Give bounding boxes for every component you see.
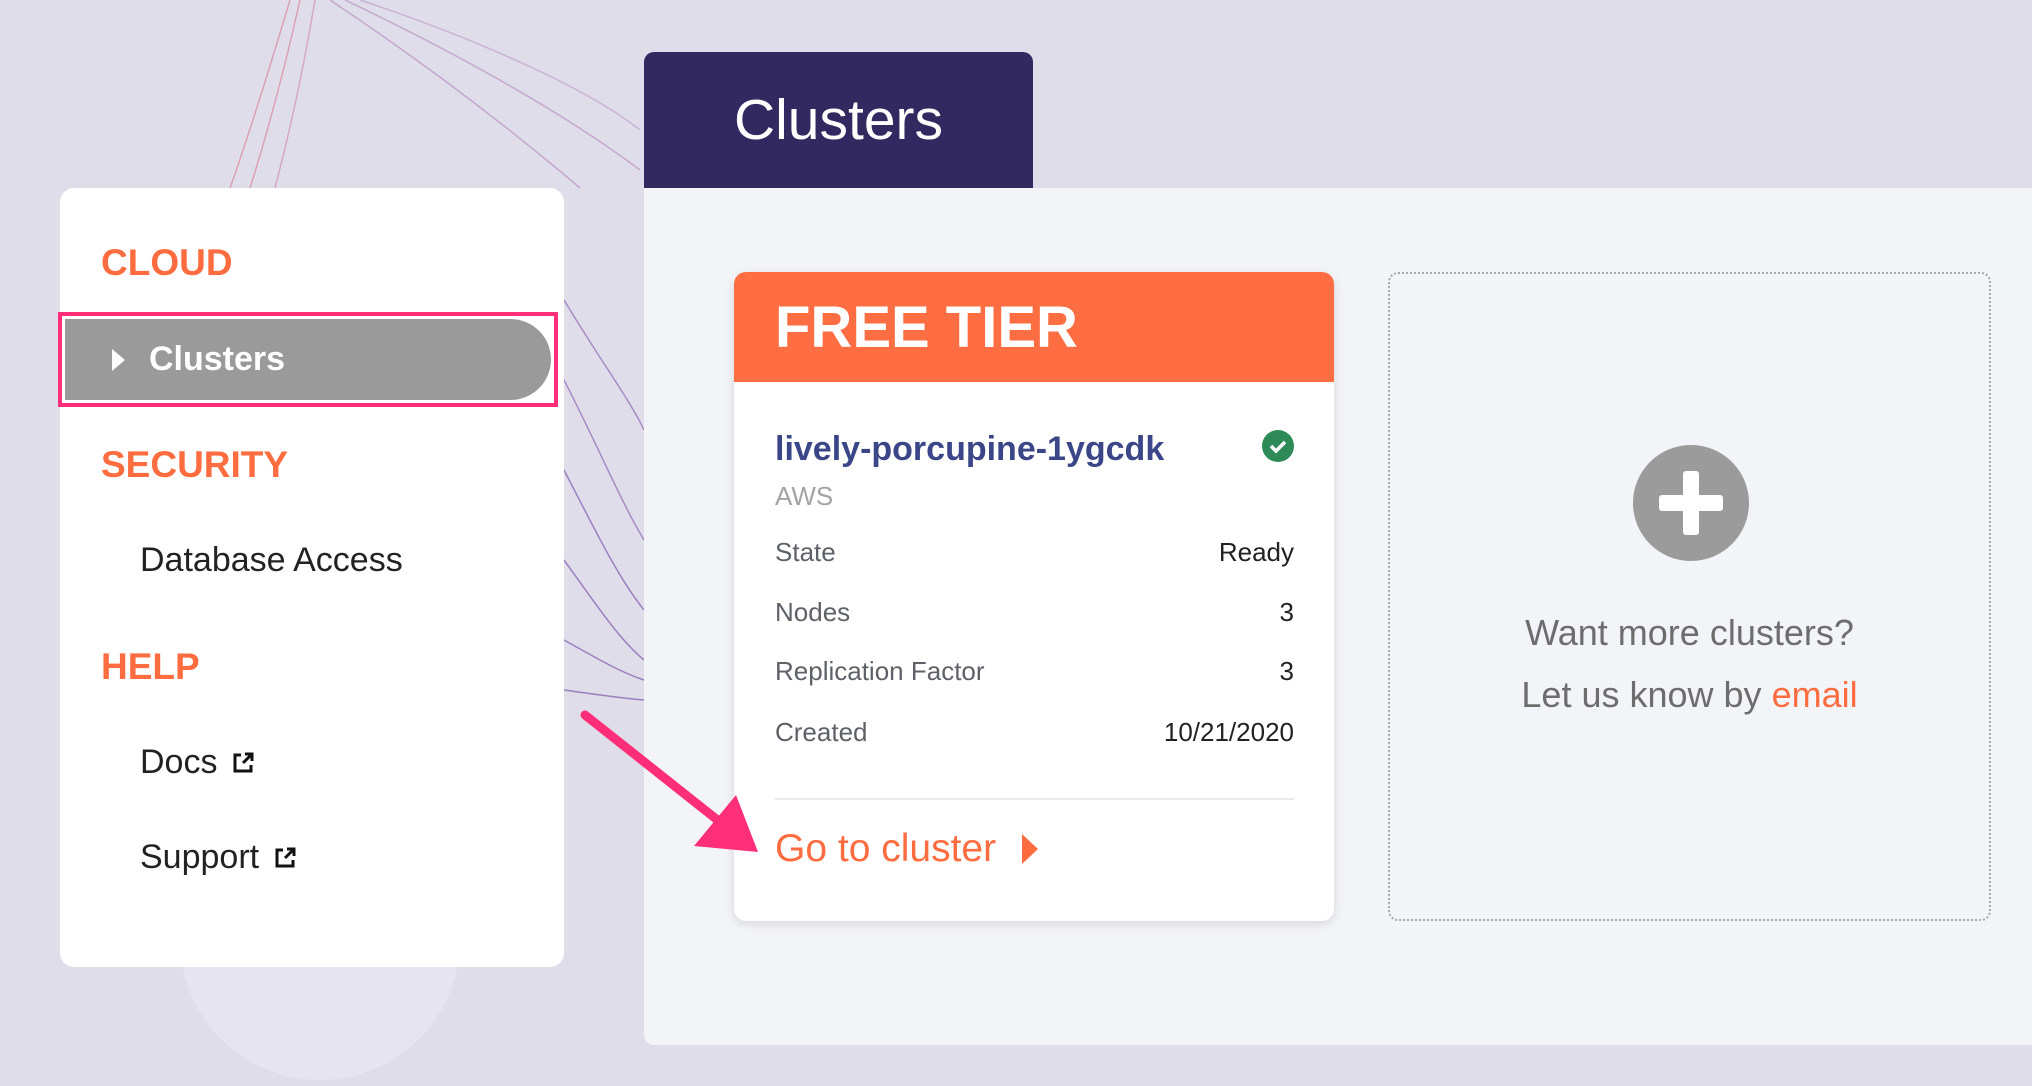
section-security: SECURITY — [101, 444, 289, 485]
row-nodes: Nodes 3 — [775, 597, 1294, 628]
sidebar-item-label: Docs — [140, 743, 218, 781]
contact-text: Let us know by — [1521, 674, 1762, 715]
section-help: HELP — [101, 646, 200, 687]
row-value: Ready — [1218, 537, 1294, 567]
sidebar-item-label: Clusters — [149, 340, 286, 378]
plus-circle-icon — [1633, 445, 1749, 561]
more-clusters-text: Want more clusters? — [1525, 612, 1854, 653]
go-to-cluster-label: Go to cluster — [775, 827, 997, 870]
sidebar-item-database-access[interactable]: Database Access — [140, 541, 403, 580]
cluster-card: FREE TIER lively-porcupine-1ygcdk AWS St… — [734, 272, 1334, 921]
row-value: 10/21/2020 — [1163, 717, 1294, 747]
highlight-box: Clusters — [58, 312, 558, 407]
row-value: 3 — [1279, 656, 1294, 686]
row-state: State Ready — [775, 537, 1294, 568]
cluster-name[interactable]: lively-porcupine-1ygcdk — [775, 430, 1165, 468]
row-label: State — [775, 537, 836, 567]
sidebar-item-label: Database Access — [140, 541, 403, 579]
row-created: Created 10/21/2020 — [775, 717, 1294, 748]
external-link-icon — [275, 847, 296, 867]
caret-right-icon — [1022, 834, 1039, 864]
email-link[interactable]: email — [1771, 674, 1858, 715]
tier-label: FREE TIER — [734, 272, 1334, 382]
page-title: Clusters — [644, 52, 1033, 188]
row-label: Nodes — [775, 597, 851, 627]
sidebar: CLOUD Clusters SECURITY Database Access … — [58, 188, 564, 967]
row-value: 3 — [1279, 597, 1294, 627]
sidebar-item-docs[interactable]: Docs — [140, 743, 255, 782]
go-to-cluster-link[interactable]: Go to cluster — [775, 827, 1039, 871]
divider — [775, 798, 1294, 800]
row-replication-factor: Replication Factor 3 — [775, 656, 1294, 687]
more-clusters-contact: Let us know by email — [1390, 674, 1989, 716]
row-label: Created — [775, 717, 868, 747]
cluster-provider: AWS — [775, 481, 834, 511]
check-circle-icon — [1262, 430, 1294, 462]
sidebar-item-clusters[interactable]: Clusters — [65, 319, 551, 400]
external-link-icon — [233, 752, 254, 772]
sidebar-item-support[interactable]: Support — [140, 838, 297, 877]
more-clusters-box: Want more clusters? Let us know by email — [1388, 272, 1991, 921]
sidebar-item-label: Support — [140, 838, 260, 876]
caret-right-icon — [112, 348, 125, 371]
row-label: Replication Factor — [775, 656, 985, 686]
section-cloud: CLOUD — [101, 242, 233, 283]
